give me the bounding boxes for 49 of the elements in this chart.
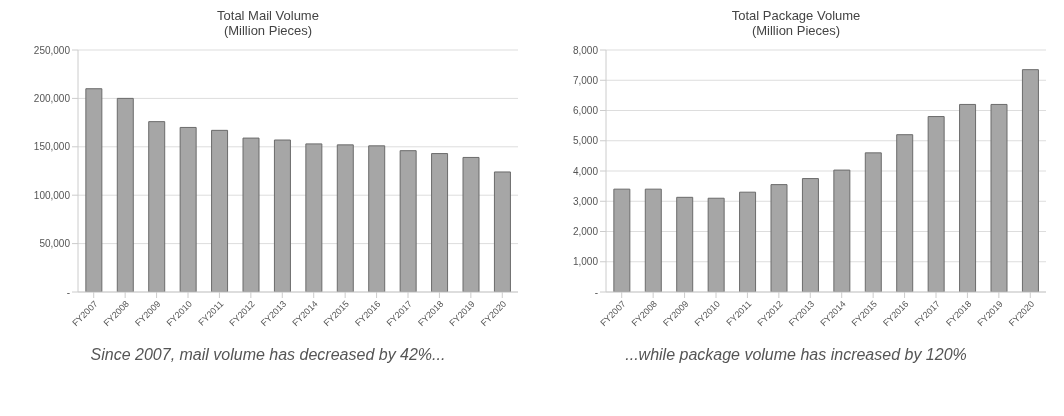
bar [1021,69,1039,292]
y-tick-label: 7,000 [572,74,599,86]
bar [927,116,945,292]
bar [896,134,914,292]
bar [801,178,819,292]
bar [493,171,511,292]
y-tick-label: 150,000 [33,141,71,153]
chart-subtitle: (Million Pieces) [222,23,314,38]
chart-title: Total Mail Volume [216,8,320,23]
y-tick-label: 4,000 [572,165,599,177]
text: Since 2007, mail volume has decreased by 42%... [89,346,447,364]
bar [613,188,631,292]
y-tick-label: 2,000 [572,226,599,238]
y-tick-label: 6,000 [572,105,599,117]
y-tick-label: 250,000 [33,44,71,56]
bar [336,144,354,292]
y-tick-label: - [594,286,598,298]
y-tick-label: 50,000 [39,238,71,250]
bar [211,129,229,292]
bar [644,188,662,292]
bar [770,184,788,292]
bar [148,121,166,292]
bar [864,152,882,292]
bar [462,156,480,292]
chart-subtitle: (Million Pieces) [750,23,842,38]
bar [242,137,260,292]
bar [959,103,977,292]
bar [179,126,197,292]
bar [833,169,851,292]
bar [368,145,386,292]
y-tick-label: - [66,286,70,298]
bar [116,97,134,292]
y-tick-label: 5,000 [572,135,599,147]
y-tick-label: 3,000 [572,195,599,207]
y-tick-label: 8,000 [572,44,599,56]
y-tick-label: 1,000 [572,256,599,268]
bar [431,153,449,292]
bar [707,197,725,292]
bar [305,143,323,292]
y-tick-label: 200,000 [33,92,71,104]
chart-title: Total Package Volume [730,8,862,23]
text: ...while package volume has increased by 120% [624,346,968,364]
bar [739,191,757,292]
bar [990,103,1008,292]
bar [85,88,103,292]
bar [273,139,291,292]
y-tick-label: 100,000 [33,189,71,201]
bar [676,196,694,292]
bar [399,150,417,292]
